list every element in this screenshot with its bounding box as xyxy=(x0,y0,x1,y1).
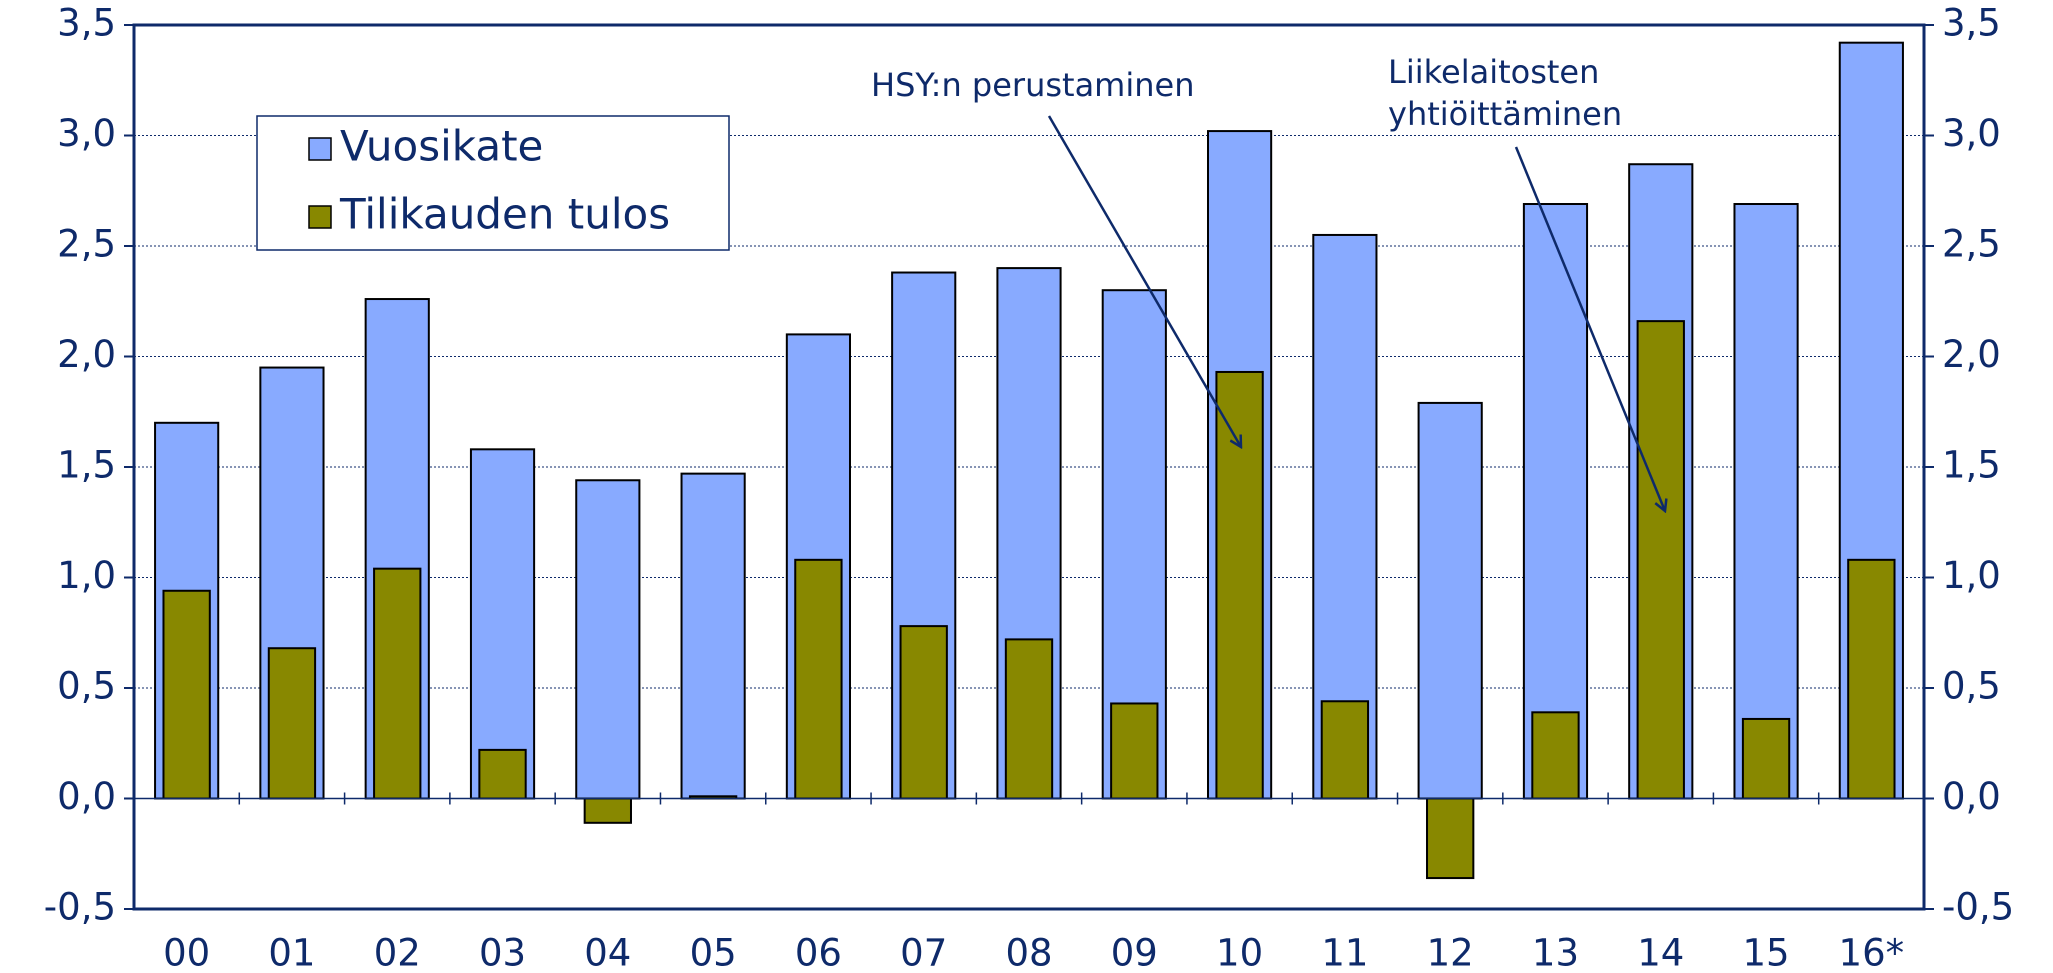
x-tick-label: 00 xyxy=(163,932,210,973)
x-tick-label: 05 xyxy=(690,932,737,973)
y-tick-label: 2,0 xyxy=(57,333,116,376)
y2-tick-label: 1,5 xyxy=(1942,444,2001,487)
legend-swatch xyxy=(308,137,332,161)
x-tick-label: 13 xyxy=(1532,932,1579,973)
y2-tick-label: 2,5 xyxy=(1942,223,2001,266)
annotation-arrow xyxy=(1514,146,1665,511)
bar xyxy=(162,589,211,800)
bar xyxy=(1522,203,1589,800)
annotation-arrow xyxy=(1047,115,1241,447)
bar xyxy=(1847,558,1896,800)
bar xyxy=(1531,711,1580,800)
x-tick-label: 12 xyxy=(1427,932,1474,973)
x-tick-label: 06 xyxy=(795,932,842,973)
x-tick-label: 16* xyxy=(1839,932,1905,973)
x-tick-label: 07 xyxy=(900,932,947,973)
bar xyxy=(1636,320,1685,800)
bar xyxy=(1215,370,1264,800)
y-tick-label: 3,5 xyxy=(57,2,116,45)
y2-tick-label: 3,0 xyxy=(1942,112,2001,155)
y-tick-label: 1,5 xyxy=(57,444,116,487)
legend-swatch xyxy=(308,205,332,229)
x-tick-label: 14 xyxy=(1637,932,1684,973)
legend: Vuosikate Tilikauden tulos xyxy=(256,115,730,251)
bar xyxy=(575,479,641,800)
y2-tick-label: 0,0 xyxy=(1942,775,2001,818)
bar xyxy=(1004,638,1054,800)
bar xyxy=(1417,401,1483,800)
x-tick-label: 15 xyxy=(1743,932,1790,973)
bar xyxy=(1733,203,1799,800)
y2-tick-label: 1,0 xyxy=(1942,554,2001,597)
y2-tick-label: 0,5 xyxy=(1942,665,2001,708)
bar xyxy=(469,448,536,800)
x-tick-label: 04 xyxy=(584,932,631,973)
x-tick-label: 03 xyxy=(479,932,526,973)
bar xyxy=(1110,702,1159,800)
y2-tick-label: 3,5 xyxy=(1942,2,2001,45)
annotation: Liikelaitosten xyxy=(1388,53,1599,91)
annotation: yhtiöittäminen xyxy=(1388,95,1622,133)
x-tick-label: 01 xyxy=(268,932,315,973)
bar xyxy=(1320,700,1370,800)
y2-tick-label: -0,5 xyxy=(1942,886,2014,929)
y-tick-label: 2,5 xyxy=(57,223,116,266)
y-tick-label: -0,5 xyxy=(44,886,116,929)
plot-frame xyxy=(132,23,1926,911)
bar xyxy=(794,558,843,800)
y-tick-label: 0,0 xyxy=(57,775,116,818)
x-tick-label: 11 xyxy=(1321,932,1368,973)
bar xyxy=(373,567,422,800)
legend-label: Tilikauden tulos xyxy=(339,190,670,239)
bar xyxy=(478,748,527,800)
bar xyxy=(1426,797,1475,880)
legend-box xyxy=(256,115,730,251)
x-tick-label: 10 xyxy=(1216,932,1263,973)
x-tick-label: 09 xyxy=(1111,932,1158,973)
bar xyxy=(267,647,317,800)
x-tick-label: 02 xyxy=(374,932,421,973)
bar xyxy=(899,625,948,800)
bar xyxy=(1741,717,1791,800)
y-tick-label: 1,0 xyxy=(57,554,116,597)
x-tick-label: 08 xyxy=(1005,932,1052,973)
bar xyxy=(583,797,632,824)
y-tick-label: 0,5 xyxy=(57,665,116,708)
bar xyxy=(680,472,746,800)
legend-label: Vuosikate xyxy=(340,122,543,171)
annotation: HSY:n perustaminen xyxy=(871,66,1194,104)
y2-tick-label: 2,0 xyxy=(1942,333,2001,376)
y-tick-label: 3,0 xyxy=(57,112,116,155)
